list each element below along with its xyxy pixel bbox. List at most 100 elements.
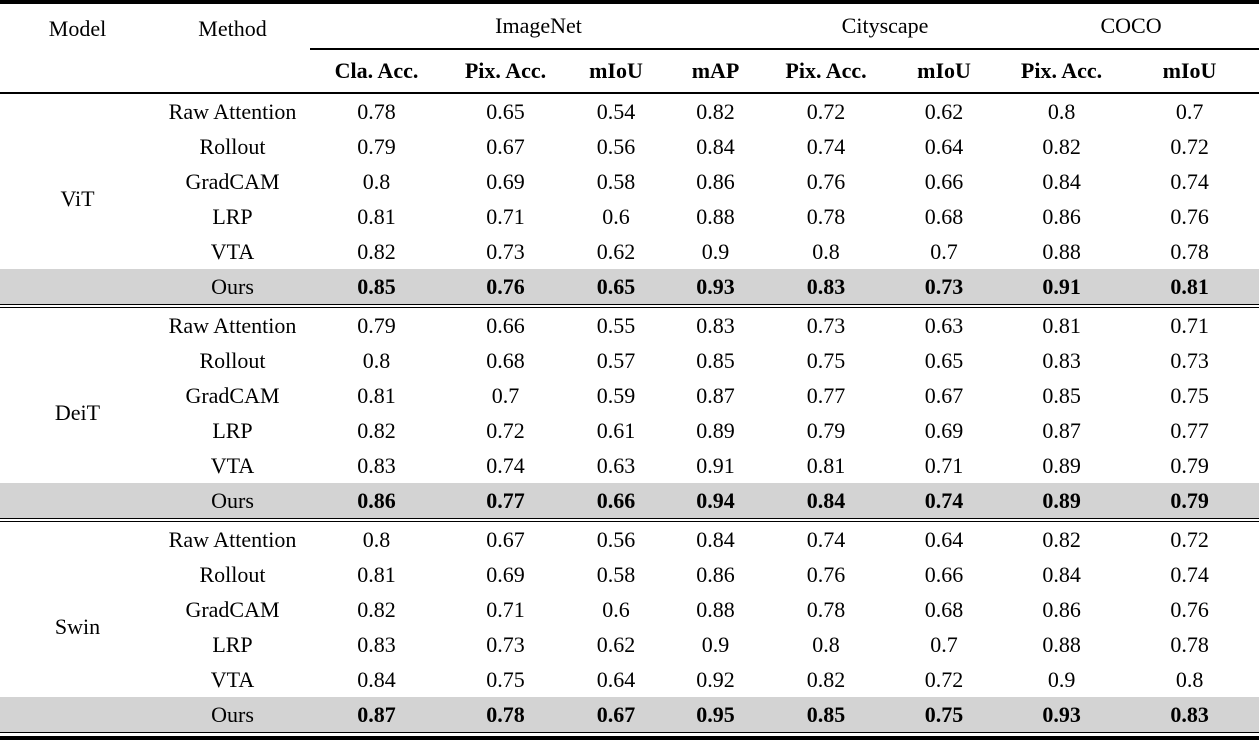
value-cell: 0.87 — [1042, 417, 1081, 443]
value-cell: 0.64 — [596, 666, 636, 692]
value-cell: 0.6 — [602, 203, 630, 229]
col-subheader-cityscape-pix-acc: Pix. Acc. — [767, 49, 886, 94]
value-cell: 0.75 — [885, 697, 1004, 733]
value-cell: 0.78 — [806, 596, 846, 622]
table-row: GradCAM 0.81 0.7 0.59 0.87 0.77 0.67 0.85 0.75 — [0, 378, 1259, 413]
value-cell: 0.79 — [357, 312, 396, 338]
value-cell: 0.8 — [362, 168, 391, 194]
value-cell: 0.8 — [812, 631, 840, 657]
value-cell: 0.73 — [885, 269, 1004, 308]
value-cell: 0.84 — [696, 133, 735, 159]
value-cell: 0.73 — [806, 312, 846, 338]
value-cell: 0.63 — [596, 452, 636, 478]
value-cell: 0.68 — [486, 347, 525, 373]
value-cell: 0.7 — [930, 631, 958, 657]
value-cell: 0.77 — [443, 483, 568, 522]
value-cell: 0.87 — [310, 697, 443, 733]
method-cell: GradCAM — [185, 596, 280, 622]
value-cell: 0.86 — [696, 168, 735, 194]
value-cell: 0.82 — [806, 666, 846, 692]
col-subheader-imagenet-miou: mIoU — [568, 49, 664, 94]
value-cell: 0.84 — [357, 666, 396, 692]
table-row: VTA 0.82 0.73 0.62 0.9 0.8 0.7 0.88 0.78 — [0, 234, 1259, 269]
value-cell: 0.84 — [1042, 168, 1081, 194]
value-cell: 0.58 — [596, 561, 636, 587]
group-header-imagenet: ImageNet — [310, 2, 768, 50]
value-cell: 0.67 — [486, 133, 525, 159]
value-cell: 0.64 — [924, 133, 964, 159]
value-cell: 0.81 — [1120, 269, 1259, 308]
value-cell: 0.83 — [767, 269, 886, 308]
col-subheader-cityscape-miou: mIoU — [885, 49, 1004, 94]
table-header: Model Method ImageNet Cityscape COCO Cla… — [0, 2, 1259, 94]
value-cell: 0.69 — [924, 417, 964, 443]
table-row: GradCAM 0.8 0.69 0.58 0.86 0.76 0.66 0.84 0.74 — [0, 164, 1259, 199]
value-cell: 0.78 — [1170, 631, 1209, 657]
value-cell: 0.95 — [664, 697, 768, 733]
value-cell: 0.82 — [357, 238, 396, 264]
value-cell: 0.59 — [596, 382, 636, 408]
value-cell: 0.86 — [696, 561, 735, 587]
value-cell: 0.93 — [664, 269, 768, 308]
table-row: VTA 0.84 0.75 0.64 0.92 0.82 0.72 0.9 0.8 — [0, 662, 1259, 697]
group-header-cityscape: Cityscape — [767, 2, 1004, 50]
model-cell-swin: Swin — [0, 520, 155, 733]
value-cell: 0.71 — [486, 596, 525, 622]
value-cell: 0.88 — [696, 596, 735, 622]
value-cell: 0.84 — [1042, 561, 1081, 587]
method-cell: Raw Attention — [168, 526, 297, 552]
value-cell: 0.71 — [486, 203, 525, 229]
value-cell: 0.89 — [1042, 452, 1081, 478]
value-cell: 0.79 — [1120, 483, 1259, 522]
value-cell: 0.82 — [1042, 133, 1081, 159]
value-cell: 0.81 — [357, 203, 396, 229]
value-cell: 0.8 — [1175, 666, 1204, 692]
value-cell: 0.79 — [357, 133, 396, 159]
value-cell: 0.88 — [1042, 631, 1081, 657]
model-cell-vit: ViT — [0, 93, 155, 308]
value-cell: 0.76 — [443, 269, 568, 308]
value-cell: 0.72 — [806, 98, 846, 124]
value-cell: 0.66 — [924, 561, 964, 587]
value-cell: 0.72 — [1170, 133, 1209, 159]
table-row: ViT Raw Attention 0.78 0.65 0.54 0.82 0.72 0.62… — [0, 93, 1259, 308]
value-cell: 0.75 — [806, 347, 846, 373]
value-cell: 0.83 — [696, 312, 735, 338]
method-cell: LRP — [212, 631, 253, 657]
method-cell: Rollout — [199, 133, 266, 159]
value-cell: 0.57 — [596, 347, 636, 373]
method-cell: Rollout — [199, 561, 266, 587]
value-cell: 0.72 — [486, 417, 525, 443]
value-cell: 0.87 — [696, 382, 735, 408]
value-cell: 0.71 — [1170, 312, 1209, 338]
method-cell: VTA — [210, 452, 255, 478]
value-cell: 0.9 — [701, 238, 730, 264]
value-cell: 0.75 — [1170, 382, 1209, 408]
value-cell: 0.74 — [1170, 561, 1209, 587]
value-cell: 0.83 — [357, 631, 396, 657]
table-row: Rollout 0.79 0.67 0.56 0.84 0.74 0.64 0.82 0.72 — [0, 129, 1259, 164]
value-cell: 0.74 — [885, 483, 1004, 522]
table-row: DeiT Raw Attention 0.79 0.66 0.55 0.83 0.73 0.6… — [0, 306, 1259, 522]
table-row: GradCAM 0.82 0.71 0.6 0.88 0.78 0.68 0.86 0.76 — [0, 592, 1259, 627]
value-cell: 0.63 — [924, 312, 964, 338]
table-row: Rollout 0.8 0.68 0.57 0.85 0.75 0.65 0.83 0.73 — [0, 343, 1259, 378]
value-cell: 0.65 — [924, 347, 964, 373]
value-cell: 0.94 — [664, 483, 768, 522]
value-cell: 0.67 — [568, 697, 664, 733]
value-cell: 0.85 — [1042, 382, 1081, 408]
method-cell: VTA — [210, 238, 255, 264]
value-cell: 0.8 — [812, 238, 840, 264]
value-cell: 0.76 — [1170, 203, 1209, 229]
value-cell: 0.61 — [596, 417, 636, 443]
method-cell: LRP — [212, 203, 253, 229]
value-cell: 0.82 — [1042, 526, 1081, 552]
value-cell: 0.6 — [602, 596, 630, 622]
value-cell: 0.7 — [930, 238, 958, 264]
value-cell: 0.92 — [696, 666, 735, 692]
table-row: LRP 0.83 0.73 0.62 0.9 0.8 0.7 0.88 0.78 — [0, 627, 1259, 662]
col-subheader-coco-miou: mIoU — [1120, 49, 1259, 94]
value-cell: 0.77 — [806, 382, 846, 408]
value-cell: 0.82 — [357, 417, 396, 443]
group-header-coco: COCO — [1003, 2, 1259, 50]
